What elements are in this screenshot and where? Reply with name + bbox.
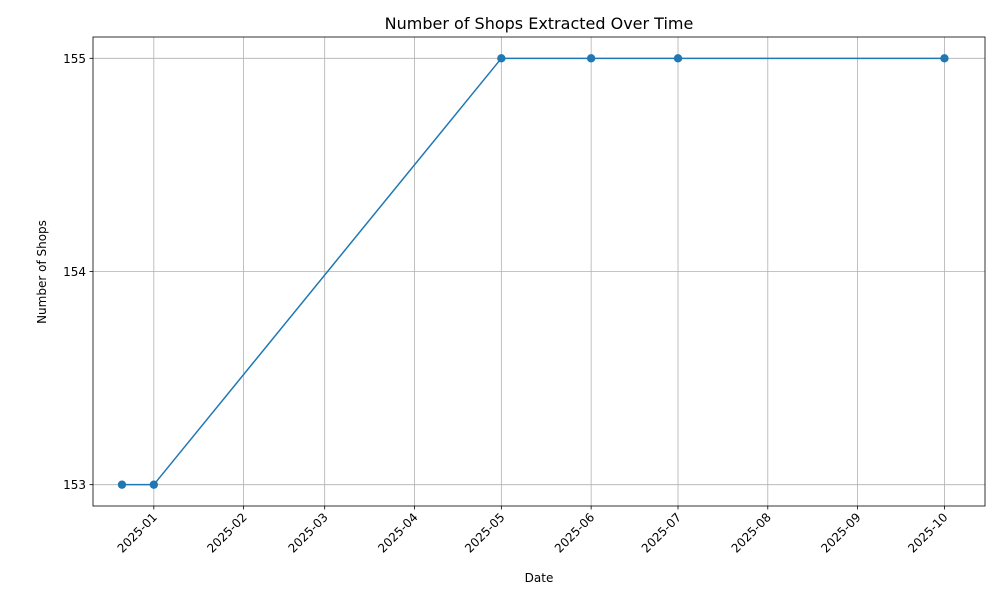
chart-title: Number of Shops Extracted Over Time bbox=[385, 14, 694, 33]
x-axis-label: Date bbox=[525, 571, 554, 585]
data-point bbox=[673, 54, 683, 63]
y-axis-label: Number of Shops bbox=[35, 220, 49, 324]
series bbox=[117, 54, 949, 489]
y-tick-label: 154 bbox=[63, 265, 86, 279]
series-line bbox=[121, 57, 945, 486]
data-point bbox=[586, 54, 596, 63]
data-point bbox=[149, 480, 159, 489]
y-tick-label: 153 bbox=[63, 478, 86, 492]
data-point bbox=[940, 54, 949, 63]
data-point bbox=[497, 54, 506, 63]
y-tick-label: 155 bbox=[63, 52, 86, 66]
data-point bbox=[117, 480, 127, 489]
